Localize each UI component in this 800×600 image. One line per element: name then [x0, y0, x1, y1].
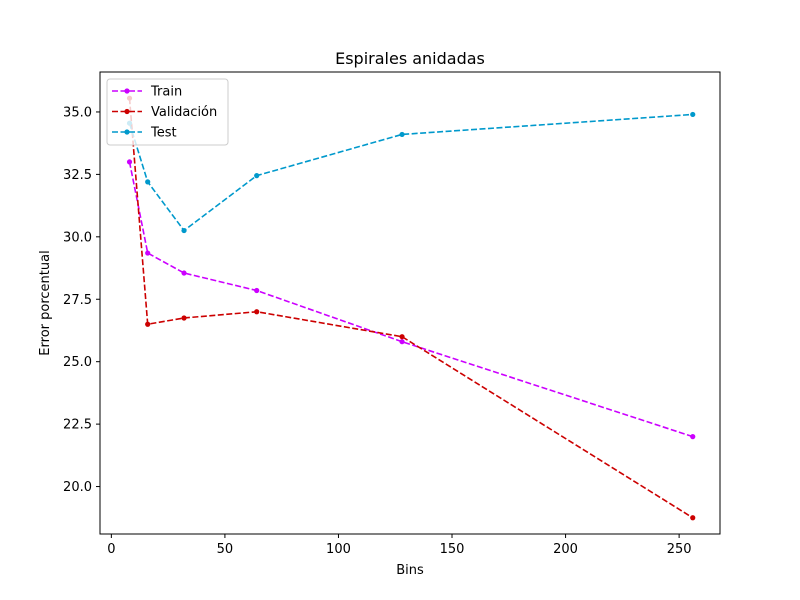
data-point-test	[254, 173, 260, 179]
data-point-validacion	[254, 309, 260, 315]
y-tick-label: 27.5	[63, 293, 92, 308]
data-point-validacion	[145, 321, 151, 327]
x-tick-label: 150	[440, 542, 465, 557]
x-axis-ticks: 0 50 100 150 200 250	[107, 534, 692, 557]
x-axis-label: Bins	[396, 563, 424, 578]
data-point-test	[690, 111, 696, 118]
data-point-train	[399, 339, 405, 345]
data-point-validacion	[399, 334, 405, 340]
legend-label-test: Test	[150, 126, 177, 141]
x-tick-label: 200	[553, 542, 578, 557]
x-tick-label: 250	[667, 542, 692, 557]
y-tick-label: 30.0	[63, 230, 92, 245]
data-point-test	[145, 179, 151, 185]
y-tick-label: 35.0	[63, 105, 92, 120]
data-point-test	[399, 131, 405, 138]
y-axis-label: Error porcentual	[38, 250, 53, 355]
legend-marker-train	[124, 88, 130, 94]
legend-marker-validacion	[124, 108, 130, 115]
plot-area-frame	[99, 71, 721, 535]
data-point-train	[126, 159, 133, 165]
x-tick-label: 100	[326, 542, 351, 557]
legend: Train Validación Test	[106, 78, 229, 146]
data-point-train	[690, 434, 696, 440]
y-tick-label: 20.0	[63, 480, 92, 495]
chart-title: Espirales anidadas	[335, 49, 485, 68]
legend-box	[106, 78, 229, 146]
legend-label-train: Train	[150, 85, 182, 100]
y-tick-label: 25.0	[63, 355, 92, 370]
data-point-validacion	[181, 315, 187, 321]
data-point-test	[181, 227, 187, 234]
y-axis-ticks: 20.0 22.5 25.0 27.5 30.0 32.5 35.0	[63, 105, 100, 495]
x-tick-label: 0	[107, 542, 115, 557]
series-line-train	[128, 161, 693, 438]
series-line-validacion	[128, 98, 694, 519]
data-point-validacion	[690, 515, 696, 521]
data-point-train	[254, 287, 260, 294]
data-point-train	[145, 250, 151, 256]
x-tick-label: 50	[217, 542, 234, 557]
y-tick-label: 32.5	[63, 168, 92, 183]
legend-label-validacion: Validación	[151, 105, 217, 120]
series-line-test	[128, 113, 693, 232]
data-point-train	[181, 270, 187, 276]
y-tick-label: 22.5	[63, 418, 92, 433]
legend-marker-test	[124, 129, 130, 135]
